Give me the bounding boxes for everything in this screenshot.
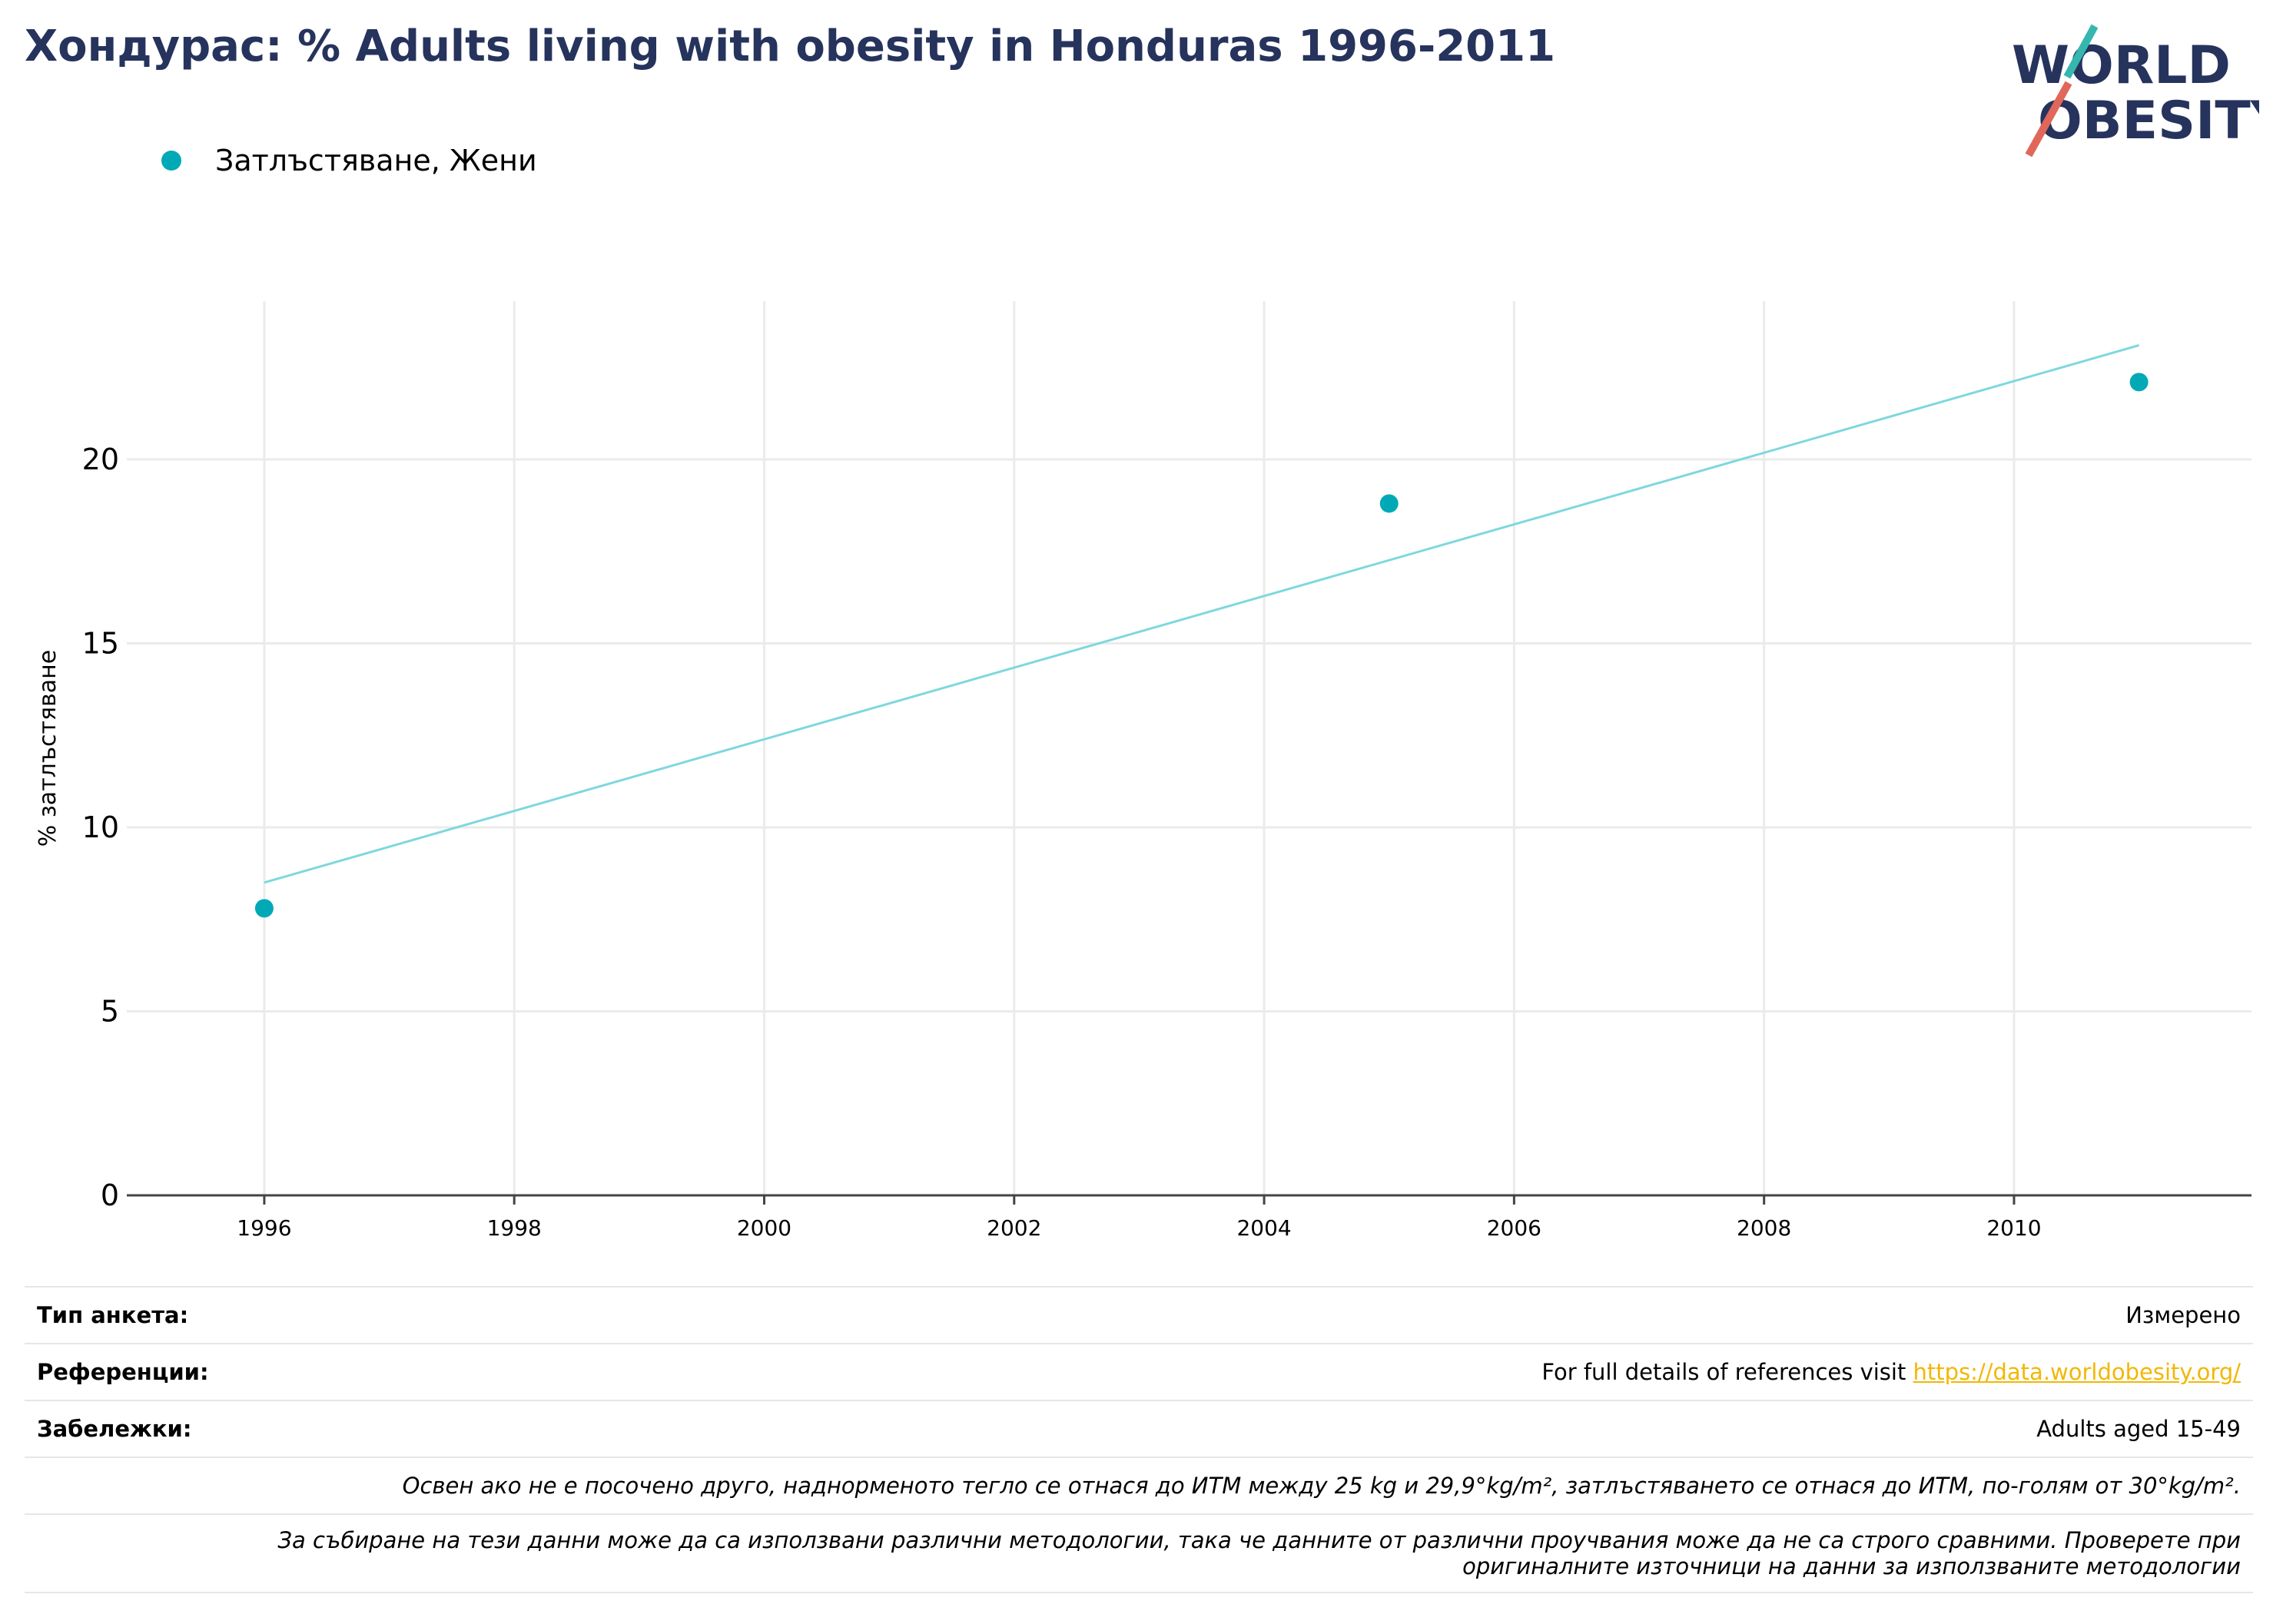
references-link[interactable]: https://data.worldobesity.org/ — [1913, 1359, 2241, 1385]
x-tick-label: 2008 — [1737, 1215, 1791, 1241]
survey-type-value: Измерено — [2125, 1302, 2241, 1328]
x-tick-label: 2002 — [987, 1215, 1041, 1241]
logo-line-1: WORLD — [2012, 35, 2231, 96]
bmi-note-row: Освен ако не е посочено друго, наднормен… — [25, 1457, 2253, 1513]
x-tick-label: 2010 — [1986, 1215, 2041, 1241]
notes-label: Забележки: — [37, 1416, 192, 1442]
legend: Затлъстяване, Жени — [161, 141, 537, 180]
y-axis-label: % затлъстяване — [35, 650, 61, 847]
legend-marker — [161, 151, 181, 171]
methodology-note-line-2: оригиналните източници на данни за изпол… — [1462, 1553, 2241, 1579]
data-point — [254, 899, 274, 918]
survey-type-row: Тип анкета: Измерено — [25, 1286, 2253, 1343]
x-tick-label: 2000 — [737, 1215, 791, 1241]
logo-line-2: OBESITY — [2038, 91, 2259, 151]
methodology-note-line-1: За събиране на тези данни може да са изп… — [277, 1527, 2241, 1553]
notes-value: Adults aged 15-49 — [2036, 1416, 2241, 1442]
methodology-note: За събиране на тези данни може да са изп… — [277, 1527, 2253, 1579]
notes-row: Забележки: Adults aged 15-49 — [25, 1400, 2253, 1457]
x-tick-label: 1996 — [237, 1215, 291, 1241]
y-tick-label: 0 — [101, 1178, 119, 1212]
references-label: Референции: — [37, 1359, 209, 1385]
chart-title: Хондурас: % Adults living with obesity i… — [25, 22, 1556, 71]
trend-line — [264, 344, 2140, 884]
y-tick-label: 5 — [101, 994, 119, 1028]
y-tick-label: 15 — [82, 626, 119, 660]
y-tick-label: 20 — [82, 442, 119, 476]
methodology-note-row: За събиране на тези данни може да са изп… — [25, 1513, 2253, 1593]
world-obesity-logo: WORLD OBESITY — [2012, 24, 2259, 157]
references-value: For full details of references visit htt… — [1541, 1359, 2253, 1385]
scatter-chart: 0 5 10 15 20 1996 1998 2000 2002 2004 2006 2008 2010… — [35, 301, 2251, 1241]
legend-label: Затлъстяване, Жени — [215, 144, 537, 177]
references-row: Референции: For full details of referenc… — [25, 1343, 2253, 1400]
info-table: Тип анкета: Измерено Референции: For ful… — [25, 1286, 2253, 1593]
data-point — [1379, 494, 1399, 513]
x-tick-label: 2004 — [1236, 1215, 1291, 1241]
references-text: For full details of references visit — [1541, 1359, 1913, 1385]
survey-type-label: Тип анкета: — [37, 1302, 189, 1328]
y-tick-label: 10 — [82, 810, 119, 844]
x-tick-label: 2006 — [1487, 1215, 1541, 1241]
data-point — [2129, 373, 2149, 392]
logo-slash-red — [2025, 81, 2072, 157]
bmi-note: Освен ако не е посочено друго, наднормен… — [402, 1473, 2241, 1499]
logo-slash-teal — [2063, 24, 2099, 79]
x-tick-label: 1998 — [487, 1215, 542, 1241]
